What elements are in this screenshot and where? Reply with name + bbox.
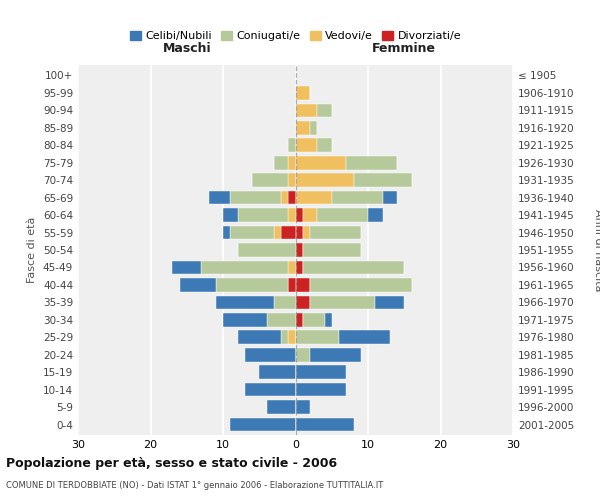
Bar	[296, 138, 317, 152]
Bar	[303, 243, 361, 257]
Bar	[353, 174, 412, 187]
Bar	[303, 208, 317, 222]
Bar	[288, 330, 296, 344]
Bar	[296, 191, 332, 204]
Bar	[346, 156, 397, 170]
Bar	[201, 260, 288, 274]
Bar	[310, 278, 412, 291]
Bar	[238, 243, 296, 257]
Bar	[238, 330, 281, 344]
Bar	[209, 191, 230, 204]
Bar	[296, 86, 310, 100]
Bar	[281, 226, 296, 239]
Bar	[288, 208, 296, 222]
Bar	[216, 278, 288, 291]
Text: Popolazione per età, sesso e stato civile - 2006: Popolazione per età, sesso e stato civil…	[6, 458, 337, 470]
Text: Maschi: Maschi	[163, 42, 211, 54]
Bar	[296, 260, 303, 274]
Bar	[310, 121, 317, 134]
Bar	[266, 400, 296, 414]
Bar	[383, 191, 397, 204]
Bar	[303, 260, 404, 274]
Bar	[368, 208, 383, 222]
Bar	[296, 418, 353, 432]
Bar	[245, 383, 296, 396]
Bar	[281, 191, 288, 204]
Bar	[238, 208, 288, 222]
Bar	[296, 296, 310, 309]
Text: Femmine: Femmine	[372, 42, 436, 54]
Bar	[310, 296, 375, 309]
Bar	[296, 156, 346, 170]
Bar	[296, 366, 346, 379]
Bar	[288, 278, 296, 291]
Y-axis label: Anni di nascita: Anni di nascita	[593, 209, 600, 291]
Bar	[266, 313, 296, 326]
Bar	[296, 208, 303, 222]
Bar	[259, 366, 296, 379]
Legend: Celibi/Nubili, Coniugati/e, Vedovi/e, Divorziati/e: Celibi/Nubili, Coniugati/e, Vedovi/e, Di…	[125, 26, 466, 46]
Bar	[296, 330, 339, 344]
Bar	[230, 418, 296, 432]
Bar	[288, 260, 296, 274]
Bar	[296, 383, 346, 396]
Bar	[274, 156, 288, 170]
Bar	[179, 278, 216, 291]
Bar	[375, 296, 404, 309]
Bar	[296, 174, 353, 187]
Bar	[303, 226, 310, 239]
Bar	[252, 174, 288, 187]
Bar	[317, 138, 332, 152]
Bar	[288, 138, 296, 152]
Bar	[296, 121, 310, 134]
Bar	[303, 313, 325, 326]
Bar	[317, 208, 368, 222]
Bar	[172, 260, 201, 274]
Bar	[296, 226, 303, 239]
Bar	[296, 348, 310, 362]
Bar	[296, 400, 310, 414]
Bar	[296, 278, 310, 291]
Bar	[296, 243, 303, 257]
Bar	[274, 296, 296, 309]
Y-axis label: Fasce di età: Fasce di età	[28, 217, 37, 283]
Bar	[339, 330, 390, 344]
Bar	[223, 226, 230, 239]
Bar	[230, 191, 281, 204]
Bar	[288, 156, 296, 170]
Bar	[296, 313, 303, 326]
Bar	[325, 313, 332, 326]
Bar	[223, 208, 238, 222]
Bar	[223, 313, 266, 326]
Bar	[288, 191, 296, 204]
Bar	[296, 104, 317, 117]
Bar	[317, 104, 332, 117]
Bar	[310, 226, 361, 239]
Text: COMUNE DI TERDOBBIATE (NO) - Dati ISTAT 1° gennaio 2006 - Elaborazione TUTTITALI: COMUNE DI TERDOBBIATE (NO) - Dati ISTAT …	[6, 481, 383, 490]
Bar	[281, 330, 288, 344]
Bar	[245, 348, 296, 362]
Bar	[288, 174, 296, 187]
Bar	[332, 191, 383, 204]
Bar	[216, 296, 274, 309]
Bar	[310, 348, 361, 362]
Bar	[230, 226, 274, 239]
Bar	[274, 226, 281, 239]
